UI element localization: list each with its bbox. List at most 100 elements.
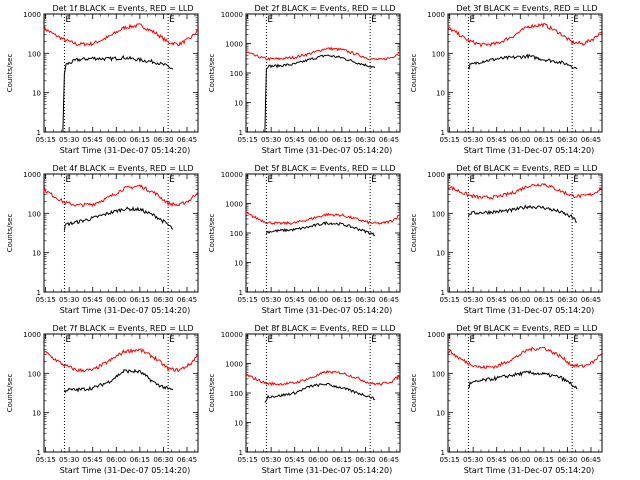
event-marker-label: E [65,335,71,345]
event-marker-label: E [573,175,579,185]
y-tick-label: 1000 [427,11,445,19]
y-tick-label: 1000 [427,171,445,179]
x-tick-label: 05:15 [237,136,257,144]
y-tick-label: 1 [441,449,445,457]
chart-title: Det 1f BLACK = Events, RED = LLD [52,4,193,13]
events-series-line [467,204,577,223]
y-tick-label: 1 [239,449,243,457]
lld-series-line [43,347,199,373]
x-tick-label: 05:30 [261,296,281,304]
x-tick-label: 05:30 [59,456,79,464]
chart-title: Det 2f BLACK = Events, RED = LLD [254,4,395,13]
x-tick-label: 06:30 [153,456,173,464]
y-tick-label: 1 [239,289,243,297]
x-tick-label: 06:15 [332,136,352,144]
x-tick-label: 05:30 [463,136,483,144]
x-tick-label: 06:30 [355,296,375,304]
x-tick-label: 06:15 [130,296,150,304]
y-tick-label: 10 [436,250,445,258]
x-tick-label: 05:45 [285,456,305,464]
lld-series-line [245,369,401,387]
x-tick-label: 05:45 [487,136,507,144]
plot-frame [245,13,401,133]
x-tick-label: 06:45 [581,456,601,464]
x-tick-label: 06:00 [308,296,328,304]
event-marker-label: E [371,335,377,345]
x-tick-label: 06:15 [534,456,554,464]
y-tick-label: 1000 [427,331,445,339]
y-axis-label: Counts/sec [410,54,418,93]
x-axis-label: Start Time (31-Dec-07 05:14:20) [60,466,191,475]
x-tick-label: 05:45 [83,456,103,464]
event-marker-label: E [267,15,273,25]
y-tick-label: 1000 [225,201,243,209]
chart-title: Det 7f BLACK = Events, RED = LLD [52,324,193,333]
x-tick-label: 06:45 [379,456,399,464]
x-tick-label: 05:45 [83,296,103,304]
events-series-line [467,53,578,70]
x-axis-label: Start Time (31-Dec-07 05:14:20) [60,146,191,155]
y-tick-label: 100 [28,50,41,58]
x-tick-label: 05:15 [237,296,257,304]
events-series-line [468,369,578,390]
y-tick-label: 1 [37,449,41,457]
x-tick-label: 05:15 [35,296,55,304]
x-tick-label: 06:45 [581,296,601,304]
x-tick-label: 06:15 [534,296,554,304]
y-tick-label: 10000 [221,171,243,179]
y-tick-label: 1 [441,289,445,297]
y-axis-label: Counts/sec [410,214,418,253]
x-tick-label: 06:30 [557,136,577,144]
x-tick-label: 06:00 [106,456,126,464]
y-tick-label: 10 [234,260,243,268]
event-marker-label: E [267,335,273,345]
y-axis-label: Counts/sec [208,374,216,413]
plot-frame [447,173,603,293]
y-tick-label: 1000 [225,361,243,369]
y-tick-label: 100 [432,210,445,218]
x-tick-label: 05:45 [487,456,507,464]
x-tick-label: 05:30 [59,136,79,144]
y-tick-label: 100 [28,370,41,378]
x-tick-label: 06:00 [308,136,328,144]
y-tick-label: 100 [230,390,243,398]
event-marker-label: E [573,335,579,345]
y-tick-label: 1000 [23,331,41,339]
x-tick-label: 06:45 [581,136,601,144]
y-tick-label: 100 [230,230,243,238]
x-tick-label: 06:30 [557,296,577,304]
events-series-line [62,55,174,133]
x-tick-label: 06:45 [177,136,197,144]
event-marker-label: E [573,15,579,25]
x-tick-label: 05:15 [35,456,55,464]
plot-frame [43,173,199,293]
events-series-line [264,54,376,133]
y-tick-label: 100 [230,70,243,78]
x-tick-label: 06:00 [510,456,530,464]
x-tick-label: 05:30 [463,456,483,464]
y-tick-label: 10000 [221,11,243,19]
chart-panel-6: Det 6f BLACK = Events, RED = LLD Counts/s… [410,164,603,315]
x-tick-label: 05:15 [439,296,459,304]
events-series-line [264,383,375,403]
events-series-line [63,368,174,394]
y-axis-label: Counts/sec [208,214,216,253]
y-axis-label: Counts/sec [410,374,418,413]
x-tick-label: 06:30 [355,456,375,464]
x-tick-label: 05:45 [285,136,305,144]
x-tick-label: 05:30 [261,136,281,144]
chart-title: Det 6f BLACK = Events, RED = LLD [456,164,597,173]
chart-panel-4: Det 4f BLACK = Events, RED = LLD Counts/s… [6,164,199,315]
event-marker-label: E [469,335,475,345]
chart-panel-8: Det 8f BLACK = Events, RED = LLD Counts/s… [208,324,401,475]
lld-series-line [245,46,401,62]
y-tick-label: 1 [37,129,41,137]
x-tick-label: 06:30 [355,136,375,144]
x-tick-label: 06:15 [332,456,352,464]
y-tick-label: 10 [436,90,445,98]
y-tick-label: 10 [32,410,41,418]
event-marker-label: E [65,15,71,25]
x-tick-label: 05:30 [59,296,79,304]
event-marker-label: E [267,175,273,185]
